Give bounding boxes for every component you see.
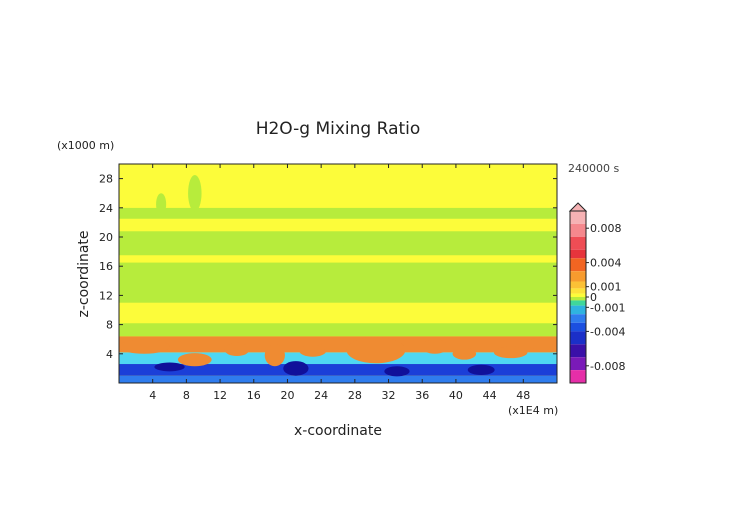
y-tick-label: 24 — [99, 202, 113, 215]
field-blob — [283, 361, 309, 376]
field-band — [119, 218, 557, 232]
x-tick-label: 8 — [183, 389, 190, 402]
colorbar-segment — [570, 271, 586, 282]
x-tick-label: 20 — [280, 389, 294, 402]
x-tick-label: 12 — [213, 389, 227, 402]
field-blob — [299, 345, 327, 357]
field-blob — [224, 342, 250, 356]
colorbar-segment — [570, 223, 586, 237]
y-tick-label: 20 — [99, 231, 113, 244]
colorbar-segment — [570, 344, 586, 358]
y-axis-ticks: 4 8 12 16 20 24 28 — [99, 173, 557, 361]
field-blob — [346, 337, 406, 364]
x-tick-label: 28 — [348, 389, 362, 402]
y-tick-label: 28 — [99, 173, 113, 186]
field-band — [119, 364, 557, 376]
field-band — [119, 352, 557, 365]
field-blob — [527, 337, 553, 350]
x-tick-label: 16 — [247, 389, 261, 402]
colorbar-label: -0.004 — [590, 325, 625, 338]
colorbar-segment — [570, 288, 586, 294]
colorbar-label: -0.008 — [590, 360, 625, 373]
x-tick-label: 4 — [149, 389, 156, 402]
colorbar-label: 0.001 — [590, 281, 622, 294]
x-tick-label: 48 — [516, 389, 530, 402]
field-blob — [384, 366, 410, 377]
colorbar-top-arrow — [568, 202, 588, 212]
field-blob — [177, 353, 212, 367]
field-band — [119, 207, 557, 219]
field-blob — [264, 344, 285, 367]
colorbar-segment — [570, 300, 586, 306]
colorbar-segment — [570, 370, 586, 383]
x-tick-label: 32 — [382, 389, 396, 402]
time-label: 240000 s — [568, 162, 619, 175]
x-axis-ticks: 4 8 12 16 20 24 28 32 36 40 44 48 — [149, 164, 530, 402]
field-band — [119, 231, 557, 256]
colorbar-segment — [570, 297, 586, 301]
x-tick-label: 44 — [483, 389, 497, 402]
field-blob — [154, 362, 185, 372]
colorbar-label: 0.008 — [590, 222, 622, 235]
colorbar-segment — [570, 314, 586, 323]
x-tick-label: 36 — [415, 389, 429, 402]
colorbar-segment — [570, 249, 586, 259]
x-tick-label: 40 — [449, 389, 463, 402]
colorbar-segment — [570, 258, 586, 272]
field-band — [119, 255, 557, 263]
heatmap-field — [119, 164, 557, 383]
field-band — [119, 302, 557, 324]
y-unit-label: (x1000 m) — [57, 139, 114, 152]
field-blob — [188, 174, 202, 212]
y-tick-label: 16 — [99, 260, 113, 273]
colorbar-segment — [570, 357, 586, 371]
field-blob — [156, 193, 167, 216]
y-tick-label: 8 — [106, 319, 113, 332]
field-band — [119, 323, 557, 337]
colorbar-segment — [570, 305, 586, 315]
colorbar-segment — [570, 236, 586, 250]
colorbar-label: -0.001 — [590, 301, 625, 314]
field-blob — [119, 339, 170, 354]
y-tick-label: 12 — [99, 289, 113, 302]
field-band — [119, 375, 557, 383]
x-unit-label: (x1E4 m) — [508, 404, 558, 417]
colorbar-segment — [570, 281, 586, 289]
field-blob — [467, 364, 495, 375]
colorbar-segment — [570, 211, 586, 224]
field-blob — [321, 338, 347, 352]
field-blob — [321, 244, 456, 252]
field-blob — [493, 346, 528, 359]
field-blob — [452, 347, 477, 360]
colorbar-segment — [570, 322, 586, 332]
field-band — [119, 262, 557, 303]
plot-frame — [118, 163, 558, 384]
y-tick-label: 4 — [106, 348, 113, 361]
y-axis-label: z-coordinate — [76, 230, 92, 317]
colorbar-label: 0.004 — [590, 257, 622, 270]
x-axis-label: x-coordinate — [294, 423, 382, 439]
field-band — [119, 164, 557, 208]
colorbar-segment — [570, 293, 586, 297]
chart-title: H2O-g Mixing Ratio — [256, 119, 421, 139]
field-blob — [421, 339, 449, 354]
colorbar-label: 0 — [590, 291, 597, 304]
colorbar-segment — [570, 331, 586, 345]
x-tick-label: 24 — [314, 389, 328, 402]
